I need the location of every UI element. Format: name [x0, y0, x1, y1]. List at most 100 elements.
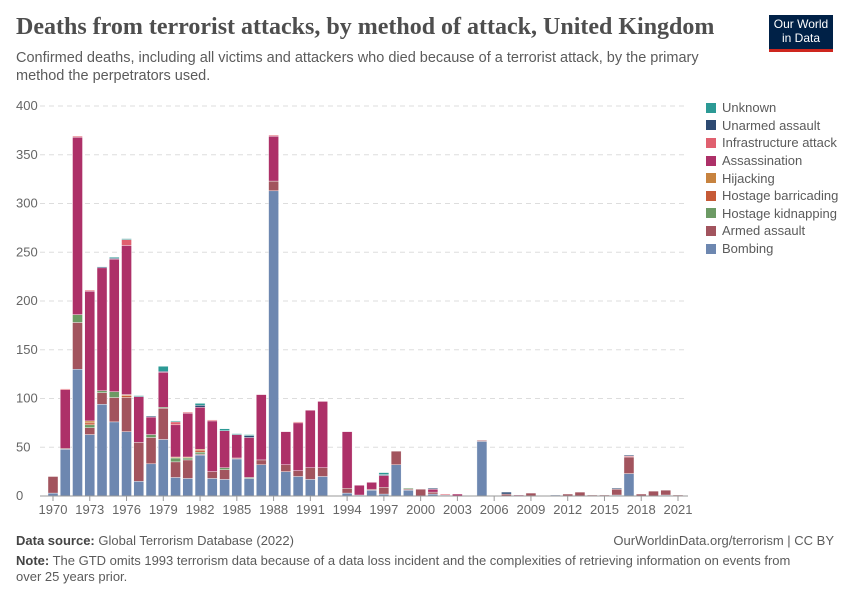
bar-segment: [341, 488, 353, 494]
bar-segment: [72, 314, 83, 323]
bar-segment: [170, 424, 181, 458]
bar-segment: [231, 434, 243, 459]
bar-segment: [145, 415, 157, 418]
legend-item[interactable]: Hijacking: [706, 169, 838, 187]
legend-swatch: [706, 243, 716, 254]
legend-swatch: [706, 120, 716, 131]
bar-segment: [109, 391, 120, 398]
bar-segment: [611, 488, 622, 496]
bar-segment: [145, 434, 157, 438]
bar-segment: [158, 366, 169, 372]
bar-segment: [60, 388, 71, 390]
bar-segment: [256, 394, 267, 461]
x-tick-label: 2021: [664, 502, 693, 517]
source[interactable]: Global Terrorism Database (2022): [98, 533, 294, 548]
bar-segment: [317, 401, 328, 468]
legend-label: Hostage kidnapping: [722, 205, 837, 221]
bar-segment: [84, 424, 95, 428]
bar-segment: [390, 464, 402, 497]
legend-item[interactable]: Infrastructure attack: [706, 134, 838, 152]
legend-item[interactable]: Bombing: [706, 240, 838, 258]
x-tick-label: 1982: [186, 502, 215, 517]
bar-segment: [121, 431, 132, 497]
bar-segment: [96, 266, 108, 269]
y-tick-label: 100: [16, 391, 38, 406]
y-tick-label: 150: [16, 342, 38, 357]
bar-segment: [292, 421, 304, 424]
bar-segment: [133, 481, 144, 497]
x-tick-label: 1973: [75, 502, 104, 517]
bar-segment: [219, 469, 230, 480]
x-tick-label: 1979: [149, 502, 178, 517]
bar-segment: [648, 490, 659, 497]
bar-segment: [305, 410, 316, 468]
bar-segment: [109, 258, 120, 392]
y-tick-label: 50: [16, 439, 30, 454]
x-tick-label: 1997: [369, 502, 398, 517]
bar-segment: [194, 454, 206, 497]
bar-segment: [292, 422, 304, 471]
legend-item[interactable]: Assassination: [706, 152, 838, 170]
bar-segment: [268, 180, 279, 192]
y-tick-label: 200: [16, 293, 38, 308]
y-tick-label: 0: [16, 488, 23, 503]
bar-segment: [403, 489, 414, 497]
owid-logo[interactable]: Our World in Data: [769, 15, 833, 52]
legend-label: Unknown: [722, 100, 777, 116]
bar-segment: [660, 489, 671, 496]
legend-item[interactable]: Unknown: [706, 99, 838, 117]
note-text: The GTD omits 1993 terrorism data becaus…: [16, 553, 791, 584]
legend-swatch: [706, 225, 716, 236]
bar-segment: [611, 488, 622, 490]
bar-segment: [378, 475, 390, 488]
source-label: Data source:: [16, 533, 95, 548]
bar-segment: [439, 493, 451, 496]
bar-segment: [268, 136, 279, 182]
source-url[interactable]: OurWorldinData.org/terrorism | CC BY: [613, 533, 834, 548]
bar-segment: [170, 457, 181, 463]
bar-segment: [145, 463, 157, 497]
bar-segment: [243, 478, 255, 497]
bar-segment: [96, 390, 108, 393]
bar-segment: [378, 487, 390, 495]
x-tick-label: 2012: [553, 502, 582, 517]
bar-segment: [72, 136, 83, 315]
bar-segment: [280, 471, 292, 497]
bar-segment: [341, 431, 353, 489]
bar-segment: [121, 239, 132, 246]
legend: Unknown Unarmed assault Infrastructure att…: [706, 99, 838, 257]
legend-label: Assassination: [722, 153, 803, 169]
bar-segment: [109, 397, 120, 423]
bar-segment: [133, 395, 144, 397]
bar-segment: [72, 136, 83, 138]
bar-segment: [121, 238, 132, 240]
legend-label: Infrastructure attack: [722, 135, 837, 151]
bar-segment: [243, 435, 255, 438]
bar-segment: [84, 291, 95, 422]
bar-segment: [194, 407, 206, 450]
bar-segment: [623, 454, 635, 457]
bar-segment: [219, 428, 230, 431]
bar-segment: [60, 389, 71, 449]
bar-segment: [268, 190, 279, 497]
bar-segment: [219, 467, 230, 470]
bar-segment: [366, 489, 377, 497]
x-tick-label: 1985: [222, 502, 251, 517]
source-line: Data source: Global Terrorism Database (…: [16, 533, 294, 548]
bar-segment: [231, 458, 243, 497]
legend-swatch: [706, 102, 716, 113]
bar-segment: [182, 478, 194, 497]
legend-item[interactable]: Armed assault: [706, 222, 838, 240]
bar-segment: [623, 456, 635, 474]
bar-segment: [305, 467, 316, 480]
legend-swatch: [706, 173, 716, 184]
bar-segment: [354, 485, 365, 496]
bar-segment: [133, 396, 144, 443]
bar-segment: [476, 440, 488, 442]
legend-item[interactable]: Hostage barricading: [706, 187, 838, 205]
legend-item[interactable]: Unarmed assault: [706, 117, 838, 135]
bar-segment: [170, 420, 181, 423]
bar-segment: [194, 405, 206, 408]
legend-item[interactable]: Hostage kidnapping: [706, 205, 838, 223]
x-tick-label: 2006: [480, 502, 509, 517]
